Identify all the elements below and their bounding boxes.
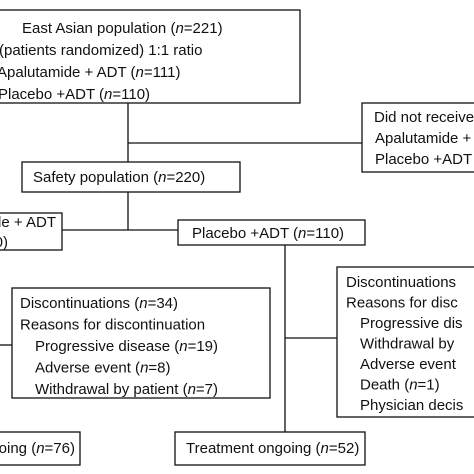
- node-line: Adverse event: [360, 356, 457, 373]
- node-box: [11, 287, 271, 399]
- connectors: [0, 103, 362, 432]
- node-box: [0, 212, 63, 251]
- node-line: Death (n=1): [360, 376, 440, 393]
- text-segment: Treatment ongoing (: [186, 440, 321, 457]
- node-line: Discontinuations (n=34): [20, 295, 178, 312]
- node-box: [177, 219, 366, 246]
- text-segment: n: [179, 338, 187, 355]
- node-box: [336, 266, 474, 418]
- text-segment: =221): [184, 20, 223, 37]
- node-line: Treatment ongoing (n=76): [0, 440, 75, 457]
- node-line: Treatment ongoing (n=52): [186, 440, 359, 457]
- text-segment: Placebo +ADT (: [192, 225, 298, 242]
- text-segment: Physician decis: [360, 397, 463, 414]
- text-segment: Progressive disease (: [35, 338, 179, 355]
- node: East Asian population (n=221)(patients r…: [0, 9, 301, 104]
- text-segment: Progressive dis: [360, 315, 463, 332]
- text-segment: Placebo +ADT: [375, 151, 472, 168]
- node: Apalutamide + ADT (n=110): [0, 212, 63, 251]
- node: Discontinuations (n=34)Reasons for disco…: [11, 287, 271, 399]
- node-box: [0, 431, 81, 466]
- text-segment: =52): [329, 440, 359, 457]
- text-segment: East Asian population (: [22, 20, 175, 37]
- node-line: Placebo +ADT (n=110): [0, 86, 150, 103]
- text-segment: n: [298, 225, 306, 242]
- text-segment: n: [136, 64, 144, 81]
- node-line: Progressive disease (n=19): [35, 338, 218, 355]
- node-line: Withdrawal by: [360, 335, 455, 352]
- nodes: East Asian population (n=221)(patients r…: [0, 9, 474, 466]
- text-segment: Death (: [360, 376, 409, 393]
- text-segment: =7): [196, 381, 218, 398]
- text-segment: n: [140, 359, 148, 376]
- node-line: Withdrawal by patient (n=7): [35, 381, 218, 398]
- node-line: (patients randomized) 1:1 ratio: [0, 42, 202, 59]
- text-segment: n: [104, 86, 112, 103]
- text-segment: Placebo +ADT (: [0, 86, 104, 103]
- text-segment: =110): [0, 234, 8, 251]
- node-box: [174, 431, 366, 466]
- text-segment: n: [36, 440, 44, 457]
- text-segment: (patients randomized) 1:1 ratio: [0, 42, 202, 59]
- text-segment: =110): [306, 225, 344, 242]
- text-segment: =1): [418, 376, 440, 393]
- text-segment: =34): [148, 295, 178, 312]
- node: Safety population (n=220): [21, 161, 241, 193]
- node: Treatment ongoing (n=76): [0, 431, 81, 466]
- text-segment: n: [188, 381, 196, 398]
- text-segment: Adverse event: [360, 356, 457, 373]
- node-line: East Asian population (n=221): [22, 20, 223, 37]
- node-box: [21, 161, 241, 193]
- node-line: Apalutamide + ADT: [0, 214, 56, 231]
- node-line: Progressive dis: [360, 315, 463, 332]
- text-segment: Apalutamide + ADT: [0, 214, 56, 231]
- text-segment: Adverse event (: [35, 359, 140, 376]
- node-line: Placebo +ADT: [375, 151, 472, 168]
- node-line: Apalutamide + ADT (n=111): [0, 64, 180, 81]
- text-segment: Discontinuations (: [20, 295, 139, 312]
- node: Placebo +ADT (n=110): [177, 219, 366, 246]
- text-segment: n: [409, 376, 417, 393]
- text-segment: Reasons for discontinuation: [20, 316, 205, 333]
- node-line: Physician decis: [360, 397, 463, 414]
- text-segment: Did not receive: [374, 109, 474, 126]
- text-segment: =19): [188, 338, 218, 355]
- text-segment: =76): [45, 440, 75, 457]
- node-line: Reasons for disc: [346, 294, 458, 311]
- node-line: Apalutamide +: [375, 130, 472, 147]
- node-line: (n=110): [0, 234, 8, 251]
- text-segment: Reasons for disc: [346, 294, 458, 311]
- text-segment: =111): [144, 64, 181, 81]
- node-line: Reasons for discontinuation: [20, 316, 205, 333]
- node-box: [361, 102, 474, 173]
- node: Treatment ongoing (n=52): [174, 431, 366, 466]
- text-segment: Treatment ongoing (: [0, 440, 36, 457]
- text-segment: Withdrawal by patient (: [35, 381, 188, 398]
- text-segment: n: [158, 169, 166, 186]
- node: Did not receive Apalutamide + Placebo +ADT: [361, 102, 474, 173]
- text-segment: =8): [148, 359, 170, 376]
- text-segment: n: [139, 295, 147, 312]
- node: Discontinuations Reasons for disc Progress…: [336, 266, 474, 418]
- text-segment: n: [175, 20, 183, 37]
- text-segment: Apalutamide + ADT (: [0, 64, 136, 81]
- text-segment: Withdrawal by: [360, 335, 455, 352]
- text-segment: =110): [112, 86, 150, 103]
- node-box: [0, 9, 301, 104]
- node-line: Discontinuations: [346, 274, 456, 291]
- text-segment: Safety population (: [33, 169, 158, 186]
- node-line: Did not receive: [374, 109, 474, 126]
- node-line: Placebo +ADT (n=110): [192, 225, 344, 242]
- text-segment: Discontinuations: [346, 274, 456, 291]
- text-segment: Apalutamide +: [375, 130, 472, 147]
- text-segment: n: [321, 440, 329, 457]
- node-line: Safety population (n=220): [33, 169, 205, 186]
- text-segment: =220): [166, 169, 205, 186]
- node-line: Adverse event (n=8): [35, 359, 171, 376]
